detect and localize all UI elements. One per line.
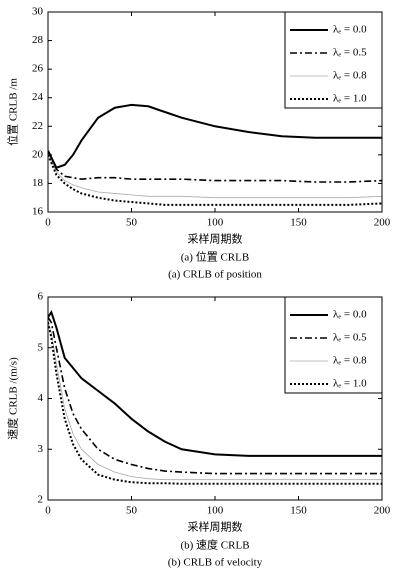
y-tick-label: 3: [38, 443, 44, 455]
x-axis-label: 采样周期数: [188, 232, 243, 246]
y-tick-label: 6: [38, 291, 44, 303]
y-tick-label: 22: [32, 120, 43, 132]
x-tick-label: 200: [374, 505, 391, 517]
x-tick-label: 50: [126, 217, 138, 229]
y-tick-label: 16: [32, 206, 44, 218]
legend-label: λₑ = 0.8: [333, 355, 367, 367]
y-tick-label: 20: [32, 148, 44, 160]
y-tick-label: 24: [32, 91, 44, 103]
legend-box: [284, 11, 383, 109]
x-tick-label: 150: [290, 217, 307, 229]
x-tick-label: 150: [290, 505, 307, 517]
y-tick-label: 26: [32, 63, 44, 75]
y-axis-label: 位置 CRLB /m: [6, 78, 20, 146]
legend-label: λₑ = 0.8: [333, 70, 367, 82]
x-axis-label: 采样周期数: [188, 520, 243, 534]
y-tick-label: 4: [38, 392, 44, 404]
series-line: [48, 153, 382, 199]
x-tick-label: 100: [207, 217, 224, 229]
caption-en: (a) CRLB of position: [168, 269, 262, 281]
series-line: [48, 309, 382, 457]
caption: (a) 位置 CRLB: [181, 250, 249, 264]
legend-label: λₑ = 0.0: [333, 309, 367, 321]
plot-frame: [47, 11, 383, 213]
caption-en: (b) CRLB of velocity: [168, 557, 263, 569]
series-line: [48, 103, 382, 169]
series-line: [48, 322, 382, 481]
x-tick-label: 100: [207, 505, 224, 517]
legend-label: λₑ = 0.5: [333, 47, 367, 59]
series-line: [48, 154, 382, 206]
series-line: [48, 151, 382, 183]
legend-label: λₑ = 1.0: [333, 93, 367, 105]
legend-label: λₑ = 0.5: [333, 332, 367, 344]
series-line: [48, 316, 382, 475]
x-tick-label: 0: [45, 217, 51, 229]
x-tick-label: 200: [374, 217, 391, 229]
y-tick-label: 18: [32, 177, 44, 189]
caption: (b) 速度 CRLB: [180, 538, 249, 552]
y-axis-label: 速度 CRLB /(m/s): [6, 357, 20, 440]
y-tick-label: 2: [38, 494, 44, 506]
y-tick-label: 5: [38, 341, 44, 353]
legend-box: [284, 296, 383, 394]
x-tick-label: 50: [126, 505, 138, 517]
y-tick-label: 28: [32, 34, 44, 46]
plot-frame: [47, 296, 383, 501]
x-tick-label: 0: [45, 505, 51, 517]
legend-label: λₑ = 1.0: [333, 378, 367, 390]
y-tick-label: 30: [32, 6, 44, 18]
legend-label: λₑ = 0.0: [333, 24, 367, 36]
